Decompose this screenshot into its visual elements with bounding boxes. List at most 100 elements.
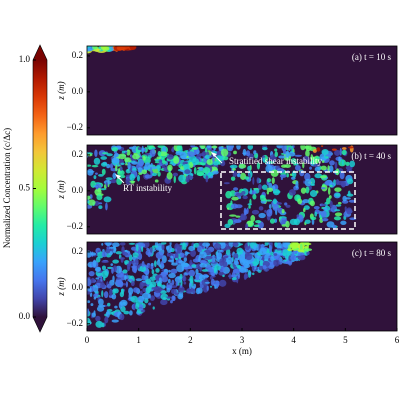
plume <box>337 201 342 205</box>
plume <box>167 259 174 262</box>
plume <box>269 244 272 253</box>
plume <box>315 156 320 159</box>
plume <box>197 245 203 253</box>
plume <box>97 187 101 193</box>
y-axis-label: z (m) <box>56 277 66 296</box>
plume <box>288 146 291 152</box>
field <box>87 242 397 331</box>
plume <box>177 293 184 300</box>
plume <box>133 287 140 293</box>
plume <box>284 259 287 262</box>
plume <box>149 295 155 302</box>
y-tick-label: −0.2 <box>67 122 83 132</box>
plume <box>189 275 194 284</box>
plume <box>191 147 198 150</box>
plume <box>236 247 244 255</box>
plume <box>282 242 289 248</box>
plume <box>94 149 98 157</box>
plume <box>185 177 190 183</box>
plume <box>191 264 197 268</box>
plume <box>171 288 177 295</box>
plume <box>135 302 140 310</box>
plume <box>334 161 338 170</box>
plume <box>99 282 106 289</box>
plume <box>149 148 156 157</box>
plume <box>125 177 132 185</box>
plume <box>160 290 167 294</box>
plume <box>227 207 230 210</box>
plume <box>166 172 173 180</box>
plume <box>150 166 157 170</box>
plume <box>313 206 320 210</box>
plume <box>251 265 255 271</box>
plume <box>172 295 176 302</box>
plume <box>297 249 305 253</box>
plume <box>320 187 326 190</box>
plume <box>128 146 136 150</box>
plume <box>242 195 248 200</box>
plume <box>341 183 346 188</box>
plume <box>258 206 264 211</box>
plume <box>227 145 234 152</box>
plume <box>247 203 252 206</box>
y-tick-label: 0.0 <box>72 86 84 96</box>
plume <box>111 267 114 274</box>
plume <box>141 261 145 268</box>
plume <box>107 302 111 307</box>
plume <box>106 283 112 289</box>
plume <box>138 304 144 311</box>
plume <box>137 146 142 151</box>
plume <box>134 258 139 264</box>
plume <box>139 265 147 272</box>
plume <box>90 252 97 256</box>
plume <box>302 162 305 169</box>
plume <box>149 166 153 174</box>
plume <box>250 215 256 223</box>
plume <box>210 278 215 286</box>
plume <box>100 156 108 160</box>
plume <box>150 262 154 267</box>
plume <box>95 320 104 328</box>
plume <box>235 215 241 218</box>
y-axis-label: z (m) <box>56 180 66 199</box>
plume <box>89 287 92 293</box>
y-axis-label: z (m) <box>56 81 66 100</box>
plume <box>261 184 268 190</box>
plume <box>265 161 271 166</box>
plume <box>101 270 109 279</box>
plume <box>270 169 279 177</box>
plume <box>101 243 104 246</box>
plume <box>233 257 239 266</box>
plume <box>200 145 206 149</box>
plume <box>160 271 169 277</box>
plume <box>149 247 153 253</box>
plume <box>181 262 190 268</box>
plume <box>329 184 333 188</box>
plume <box>234 204 243 209</box>
plume <box>300 187 307 194</box>
x-tick-label: 0 <box>85 335 90 345</box>
plume <box>233 150 237 155</box>
plume <box>341 149 347 156</box>
plume <box>247 165 252 171</box>
plume <box>145 278 152 285</box>
arrow-head <box>211 152 217 157</box>
plume <box>295 164 301 171</box>
plume <box>242 148 247 156</box>
plume <box>190 249 196 257</box>
plume <box>281 224 287 227</box>
plume <box>228 214 237 217</box>
plume <box>128 242 136 245</box>
plume <box>349 160 356 168</box>
plume <box>202 166 211 174</box>
plume <box>306 251 310 255</box>
plume <box>153 286 162 294</box>
plume <box>290 158 297 164</box>
plume <box>112 288 116 296</box>
plume <box>233 219 242 224</box>
plume <box>207 145 211 149</box>
plume <box>119 174 126 179</box>
plume <box>206 285 209 291</box>
plume <box>252 177 255 185</box>
plume <box>95 315 101 322</box>
